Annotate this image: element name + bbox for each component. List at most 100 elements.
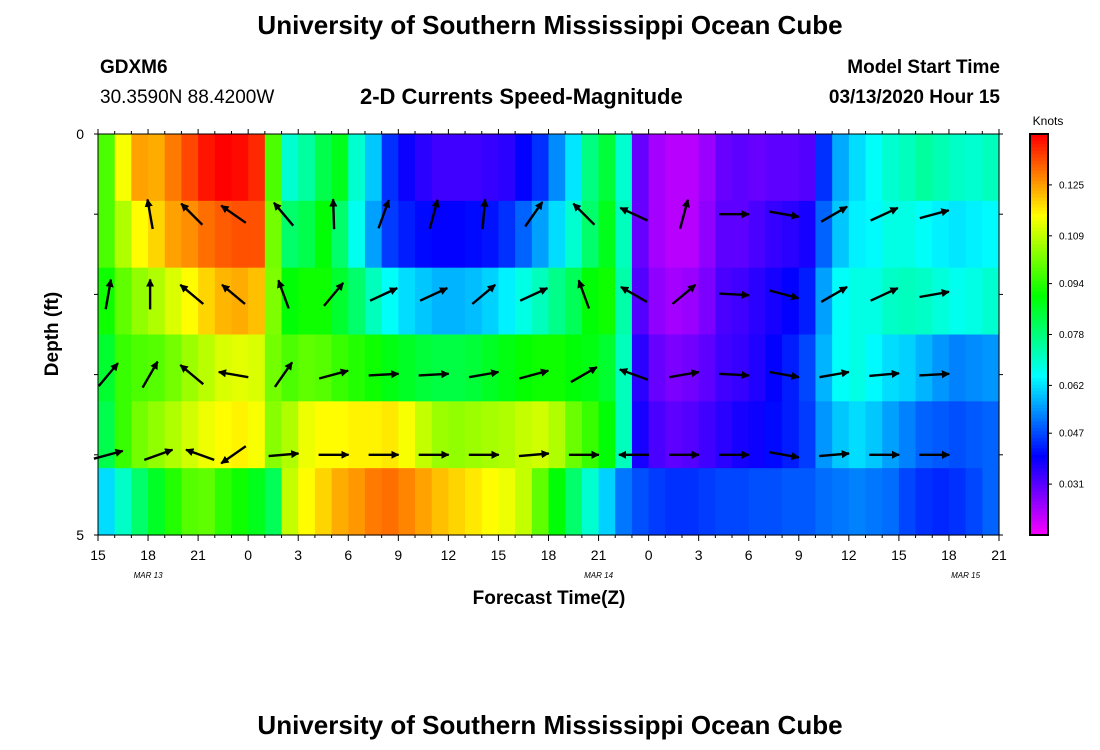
heatmap-cell (965, 200, 983, 269)
colorbar-segment (1030, 137, 1048, 142)
heatmap-cell (732, 134, 750, 202)
colorbar-segment (1030, 277, 1048, 282)
colorbar-segment (1030, 317, 1048, 322)
colorbar-segment (1030, 347, 1048, 352)
heatmap-cell (915, 267, 933, 336)
colorbar-segment (1030, 170, 1048, 175)
heatmap-cell (915, 134, 933, 202)
colorbar-segment (1030, 140, 1048, 145)
colorbar-segment (1030, 367, 1048, 372)
heatmap-cell (898, 134, 917, 202)
current-vector (93, 448, 124, 460)
colorbar-segment (1030, 214, 1048, 219)
heatmap-cell (665, 401, 683, 469)
heatmap-cell (965, 334, 983, 402)
heatmap-cell (515, 267, 533, 336)
heatmap-cell (865, 267, 883, 336)
colorbar-segment (1030, 237, 1048, 242)
heatmap-cell (531, 200, 550, 269)
colorbar-segment (1030, 361, 1048, 366)
heatmap-cell (631, 267, 650, 336)
current-vector (428, 198, 440, 230)
current-vector (217, 369, 249, 379)
heatmap-cell (848, 267, 867, 336)
plot-title: 2-D Currents Speed-Magnitude (360, 84, 683, 109)
x-tick-label: 21 (190, 547, 206, 563)
colorbar-segment (1030, 411, 1048, 416)
heatmap-cell (264, 200, 283, 269)
colorbar-segment (1030, 451, 1048, 456)
current-vector (819, 369, 850, 379)
colorbar-segment (1030, 524, 1048, 529)
date-label: MAR 14 (584, 571, 613, 580)
heatmap-cell (214, 267, 233, 336)
footer-title: University of Southern Mississippi Ocean… (257, 710, 843, 740)
heatmap-cell (281, 267, 299, 336)
heatmap-cell (164, 468, 183, 536)
heatmap-cell (732, 401, 750, 469)
heatmap-cell (715, 334, 733, 402)
heatmap-cell (715, 468, 733, 536)
heatmap-cell (398, 267, 416, 336)
heatmap-cell (298, 200, 316, 269)
heatmap-cell (815, 334, 833, 402)
heatmap-cell (298, 334, 316, 402)
heatmap-cell (665, 334, 683, 402)
current-vector (572, 202, 596, 226)
heatmap-cell (732, 200, 750, 269)
heatmap-cell (181, 134, 199, 202)
colorbar-segment (1030, 384, 1048, 389)
heatmap-cell (398, 334, 416, 402)
colorbar-segment (1030, 394, 1048, 399)
heatmap-cell (348, 267, 366, 336)
heatmap-cell (932, 401, 950, 469)
heatmap-cell (465, 200, 483, 269)
colorbar-tick-label: 0.094 (1059, 279, 1084, 290)
colorbar-segment (1030, 387, 1048, 392)
current-vectors (93, 198, 951, 465)
heatmap-cell (498, 468, 516, 536)
heatmap-cell (615, 334, 633, 402)
heatmap-cell (698, 334, 716, 402)
heatmap-cell (882, 267, 900, 336)
heatmap-cell (948, 267, 967, 336)
x-tick-label: 0 (244, 547, 252, 563)
heatmap-cell (131, 134, 149, 202)
current-vector (518, 450, 550, 459)
current-vector (104, 278, 114, 310)
heatmap-cell (448, 334, 466, 402)
heatmap-cell (264, 334, 283, 402)
x-tick-label: 18 (140, 547, 156, 563)
colorbar-tick-label: 0.109 (1059, 231, 1084, 242)
heatmap-cell (882, 468, 900, 536)
heatmap-cell (898, 401, 917, 469)
current-vector (468, 369, 500, 379)
colorbar-segment (1030, 304, 1048, 309)
heatmap-cell (982, 401, 1000, 469)
colorbar-segment (1030, 381, 1048, 386)
heatmap-cell (698, 468, 716, 536)
heatmap-cell (782, 200, 800, 269)
heatmap-cell (298, 468, 316, 536)
heatmap-cell (565, 334, 583, 402)
heatmap-cell (865, 134, 883, 202)
current-vector (769, 210, 800, 220)
colorbar-segment (1030, 180, 1048, 185)
current-vector (419, 287, 449, 302)
heatmap-cell (815, 468, 833, 536)
heatmap-cell (932, 468, 950, 536)
x-tick-label: 9 (795, 547, 803, 563)
heatmap-cell (832, 267, 850, 336)
colorbar-segment (1030, 334, 1048, 339)
y-tick-label: 5 (76, 527, 84, 543)
heatmap-cell (381, 468, 399, 536)
heatmap-cell (832, 401, 850, 469)
current-vector (471, 283, 496, 305)
y-axis: 05 (76, 126, 1003, 543)
current-vector (619, 368, 649, 381)
heatmap-cell (281, 134, 299, 202)
heatmap-cell (131, 334, 149, 402)
heatmap-cell (648, 334, 666, 402)
heatmap-cell (248, 401, 266, 469)
